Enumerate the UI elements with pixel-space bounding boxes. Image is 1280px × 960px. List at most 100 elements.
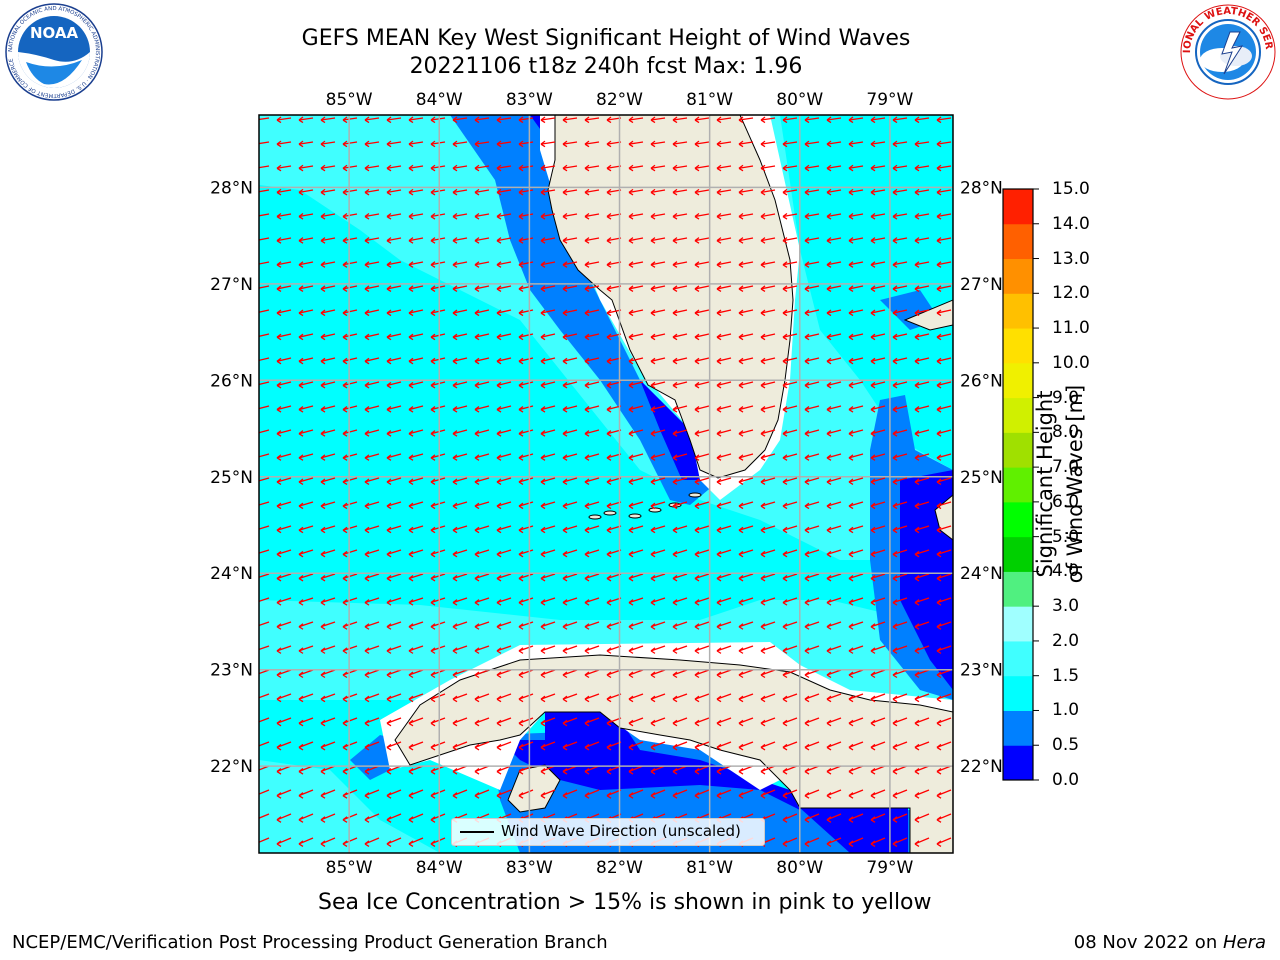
wind-arrow-head [848, 188, 854, 196]
wind-arrow-head [452, 719, 458, 727]
noaa-logo-text: NOAA [30, 24, 79, 42]
wind-arrow-head [276, 237, 282, 244]
wind-arrow-head [848, 623, 854, 630]
wind-arrow-head [804, 357, 810, 365]
wind-arrow-head [870, 816, 876, 823]
wind-arrow-head [518, 285, 524, 292]
wind-arrow [259, 813, 270, 819]
wind-arrow-head [496, 140, 502, 148]
wind-arrow [342, 429, 358, 435]
wind-arrow [672, 501, 688, 507]
wind-arrow [364, 213, 380, 218]
wind-arrow-head [826, 695, 832, 703]
wind-arrow-head [760, 502, 766, 510]
wind-arrow-head [628, 502, 634, 510]
wind-arrow [408, 549, 424, 555]
wind-arrow-head [782, 164, 788, 172]
wind-arrow-head [716, 140, 722, 148]
wind-arrow-head [298, 381, 304, 389]
wind-arrow-head [826, 309, 832, 317]
wind-arrow [474, 645, 490, 652]
wind-arrow-head [628, 430, 634, 437]
wind-arrow-head [738, 526, 744, 534]
wind-arrow-head [518, 357, 524, 365]
wind-arrow-head [606, 164, 612, 172]
wind-arrow [606, 525, 622, 531]
wind-arrow [892, 189, 908, 194]
wind-arrow [804, 525, 820, 531]
wind-arrow [650, 117, 666, 121]
wind-arrow [259, 789, 270, 795]
wind-arrow [760, 165, 776, 169]
wind-arrow [650, 597, 666, 604]
wind-arrow-head [474, 599, 480, 606]
wind-arrow [320, 141, 336, 145]
wind-arrow [672, 405, 688, 411]
wind-arrow-head [870, 213, 876, 220]
wind-arrow [870, 237, 886, 242]
wind-arrow-head [870, 719, 876, 727]
wind-arrow [848, 501, 864, 507]
colorbar-tick-label: 0.5 [1052, 735, 1080, 756]
wind-arrow [628, 525, 644, 531]
wind-arrow-head [452, 285, 458, 292]
wind-arrow-head [342, 502, 348, 510]
wind-arrow-head [738, 671, 744, 679]
wind-arrow [364, 669, 380, 676]
wind-arrow-head [848, 430, 854, 437]
wind-arrow-head [804, 381, 810, 389]
wind-arrow [364, 261, 380, 266]
wind-arrow-head [760, 454, 766, 461]
wind-arrow-head [650, 743, 656, 751]
wind-arrow-head [870, 430, 876, 437]
wind-arrow [584, 717, 600, 724]
wind-arrow-head [452, 647, 458, 654]
lat-label-left: 25°N [210, 468, 253, 488]
wind-arrow [474, 237, 490, 242]
wind-arrow-head [628, 478, 634, 486]
wind-arrow-head [694, 406, 700, 413]
wind-arrow [386, 261, 402, 266]
wind-arrow [320, 453, 336, 459]
wind-arrow [562, 549, 578, 555]
wind-arrow [848, 357, 864, 362]
wind-arrow-head [430, 164, 436, 172]
wind-arrow [672, 573, 688, 580]
wind-arrow [760, 573, 776, 580]
wind-arrow-head [540, 237, 546, 244]
wind-arrow [276, 741, 292, 749]
wind-arrow-head [298, 285, 304, 292]
wind-arrow-head [936, 261, 942, 268]
wind-arrow [540, 333, 556, 338]
wind-arrow-head [452, 599, 458, 606]
wind-arrow [870, 717, 886, 724]
colorbar-tick-label: 15.0 [1052, 179, 1090, 199]
wind-arrow [386, 477, 402, 483]
wind-arrow-head [760, 671, 766, 679]
wind-arrow-head [694, 647, 700, 654]
wind-arrow-head [298, 768, 304, 775]
wind-arrow-head [848, 840, 854, 847]
colorbar-tick-label: 5.0 [1052, 526, 1080, 547]
wind-arrow [298, 405, 314, 411]
wind-arrow [650, 381, 666, 387]
wind-arrow [606, 165, 622, 169]
wind-arrow-head [584, 743, 590, 751]
wind-arrow-head [694, 743, 700, 751]
wind-arrow-head [584, 768, 590, 775]
wind-arrow-head [518, 261, 524, 268]
wind-arrow [320, 597, 336, 604]
wind-arrow-head [606, 357, 612, 365]
wind-arrow [672, 237, 688, 242]
wind-arrow-head [342, 164, 348, 172]
wind-arrow-head [848, 213, 854, 220]
wind-arrow-head [760, 164, 766, 172]
wind-arrow-head [804, 406, 810, 413]
wind-arrow-head [474, 695, 480, 703]
wind-arrow [694, 237, 710, 242]
wind-arrow-head [606, 526, 612, 534]
wind-arrow [298, 333, 314, 338]
wind-arrow-head [364, 719, 370, 727]
wind-arrow [870, 621, 886, 628]
wind-arrow [298, 165, 314, 169]
